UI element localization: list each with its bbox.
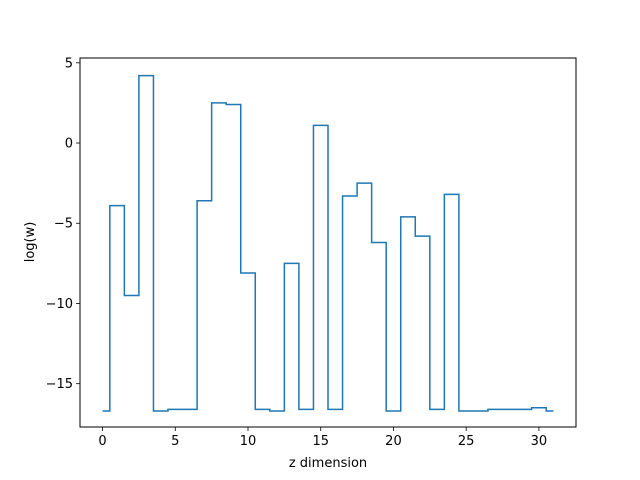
x-tick-label: 30 [531, 434, 548, 449]
y-tick-label: 0 [65, 137, 73, 152]
y-axis-label: log(w) [23, 222, 38, 263]
y-tick-label: −5 [54, 217, 73, 232]
y-tick-label: −10 [46, 297, 73, 312]
x-tick-label: 25 [458, 434, 475, 449]
x-tick-label: 15 [312, 434, 329, 449]
y-axis: −15 −10 −5 0 5 [46, 56, 80, 392]
x-tick-label: 20 [385, 434, 402, 449]
plot-layer [102, 74, 554, 412]
axes-frame [79, 57, 577, 428]
x-tick-label: 0 [98, 434, 106, 449]
y-tick-label: 5 [65, 56, 73, 71]
series-line [102, 74, 554, 412]
x-tick-label: 5 [171, 434, 179, 449]
y-tick-label: −15 [46, 377, 73, 392]
x-tick-label: 10 [240, 434, 257, 449]
x-axis: 0 5 10 15 20 25 30 [98, 427, 547, 449]
x-axis-label: z dimension [289, 456, 367, 471]
